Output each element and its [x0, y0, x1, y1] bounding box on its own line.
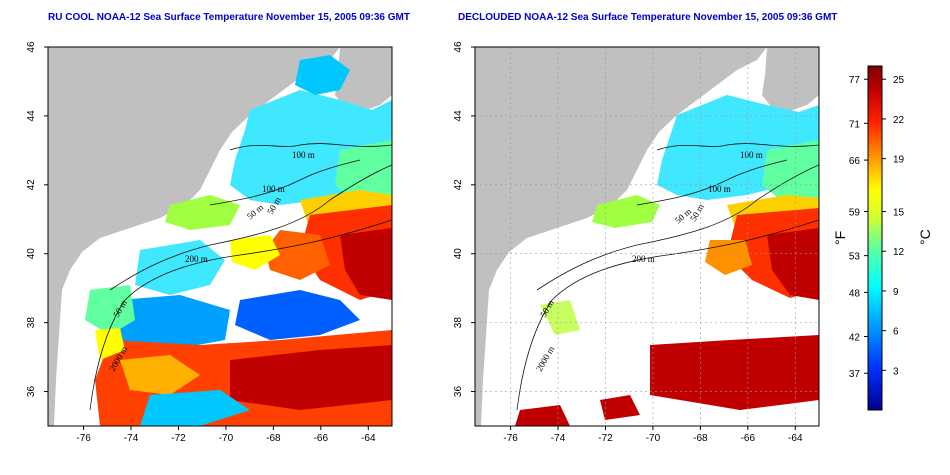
- x-tick-label: -70: [219, 433, 234, 444]
- left-x-axis: -76 -74 -72 -70 -68 -66 -64: [76, 426, 376, 444]
- right-x-axis: -76 -74 -72 -70 -68 -66 -64: [503, 426, 803, 444]
- x-tick-label: -64: [361, 433, 376, 444]
- sst-field: [85, 55, 392, 426]
- colorbar: 77 71 66 59 53 48 42 37 25 22 19 15 12 9 6 3 °F °C: [832, 65, 933, 411]
- celsius-tick-label: 15: [893, 208, 905, 219]
- contour-100m: [656, 143, 819, 151]
- land-nova-scotia: [762, 47, 819, 112]
- contour-label: 200 m: [185, 254, 208, 264]
- y-tick-label: 46: [453, 41, 464, 53]
- left-panel-title: RU COOL NOAA-12 Sea Surface Temperature …: [48, 12, 410, 23]
- contour-2000m: [516, 219, 819, 411]
- x-tick-label: -66: [314, 433, 329, 444]
- x-tick-label: -72: [171, 433, 186, 444]
- contour-100m: [229, 143, 392, 151]
- bathymetry-contours: [516, 143, 819, 411]
- fahrenheit-tick-label: 77: [849, 75, 861, 86]
- y-tick-label: 42: [26, 179, 37, 191]
- x-tick-label: -76: [76, 433, 91, 444]
- y-tick-label: 40: [26, 248, 37, 260]
- left-panel: RU COOL NOAA-12 Sea Surface Temperature …: [26, 12, 410, 444]
- y-tick-label: 46: [26, 41, 37, 53]
- celsius-tick-label: 22: [893, 115, 905, 126]
- right-panel-title: DECLOUDED NOAA-12 Sea Surface Temperatur…: [458, 12, 837, 23]
- left-map: 100 m 100 m 50 m 50 m 200 m 50 m 2000 m: [48, 47, 392, 426]
- celsius-tick-label: 3: [893, 366, 899, 377]
- contour-label: 200 m: [632, 254, 655, 264]
- y-tick-label: 44: [453, 110, 464, 122]
- y-tick-label: 38: [26, 317, 37, 329]
- fahrenheit-tick-label: 37: [849, 369, 861, 380]
- land-mass: [475, 47, 767, 426]
- contour-label: 100 m: [262, 184, 285, 194]
- land-nova-scotia: [335, 47, 392, 112]
- contour-label: 100 m: [740, 150, 763, 160]
- y-tick-label: 42: [453, 179, 464, 191]
- fahrenheit-scale: 77 71 66 59 53 48 42 37: [849, 75, 868, 380]
- right-map-frame: [474, 46, 820, 427]
- fahrenheit-tick-label: 42: [849, 332, 861, 343]
- contour-200m: [109, 164, 392, 291]
- fahrenheit-tick-label: 53: [849, 252, 861, 263]
- celsius-scale: 25 22 19 15 12 9 6 3: [882, 75, 905, 377]
- land-mass: [48, 47, 340, 426]
- contour-2000m: [89, 219, 392, 411]
- graticule: [475, 47, 819, 426]
- fahrenheit-tick-label: 71: [849, 119, 861, 130]
- contour-50m: [636, 159, 788, 206]
- x-tick-label: -74: [551, 433, 566, 444]
- contour-label: 100 m: [708, 184, 731, 194]
- celsius-unit-label: °C: [917, 229, 933, 245]
- y-tick-label: 40: [453, 248, 464, 260]
- left-map-frame: [47, 46, 393, 427]
- fahrenheit-unit-label: °F: [832, 231, 848, 245]
- celsius-tick-label: 6: [893, 327, 899, 338]
- celsius-tick-label: 25: [893, 75, 905, 86]
- bathymetry-contours: [89, 143, 392, 411]
- left-y-axis: 46 44 42 40 38 36: [26, 41, 48, 397]
- x-tick-label: -64: [788, 433, 803, 444]
- contour-50m: [209, 159, 361, 206]
- x-tick-label: -66: [741, 433, 756, 444]
- celsius-tick-label: 12: [893, 247, 905, 258]
- y-tick-label: 38: [453, 317, 464, 329]
- fahrenheit-tick-label: 48: [849, 288, 861, 299]
- y-tick-label: 44: [26, 110, 37, 122]
- x-tick-label: -70: [646, 433, 661, 444]
- celsius-tick-label: 19: [893, 155, 905, 166]
- y-tick-label: 36: [26, 386, 37, 398]
- colorbar-gradient: [867, 65, 883, 411]
- right-y-axis: 46 44 42 40 38 36: [453, 41, 475, 397]
- x-tick-label: -68: [266, 433, 281, 444]
- x-tick-label: -74: [124, 433, 139, 444]
- y-tick-label: 36: [453, 386, 464, 398]
- fahrenheit-tick-label: 59: [849, 208, 861, 219]
- fahrenheit-tick-label: 66: [849, 156, 861, 167]
- right-map: 100 m 100 m 50 m 50 m 200 m 50 m 2000 m: [475, 47, 819, 426]
- x-tick-label: -68: [693, 433, 708, 444]
- right-panel: DECLOUDED NOAA-12 Sea Surface Temperatur…: [453, 12, 837, 444]
- contour-200m: [536, 164, 819, 291]
- x-tick-label: -76: [503, 433, 518, 444]
- contour-label: 100 m: [292, 150, 315, 160]
- celsius-tick-label: 9: [893, 287, 899, 298]
- x-tick-label: -72: [598, 433, 613, 444]
